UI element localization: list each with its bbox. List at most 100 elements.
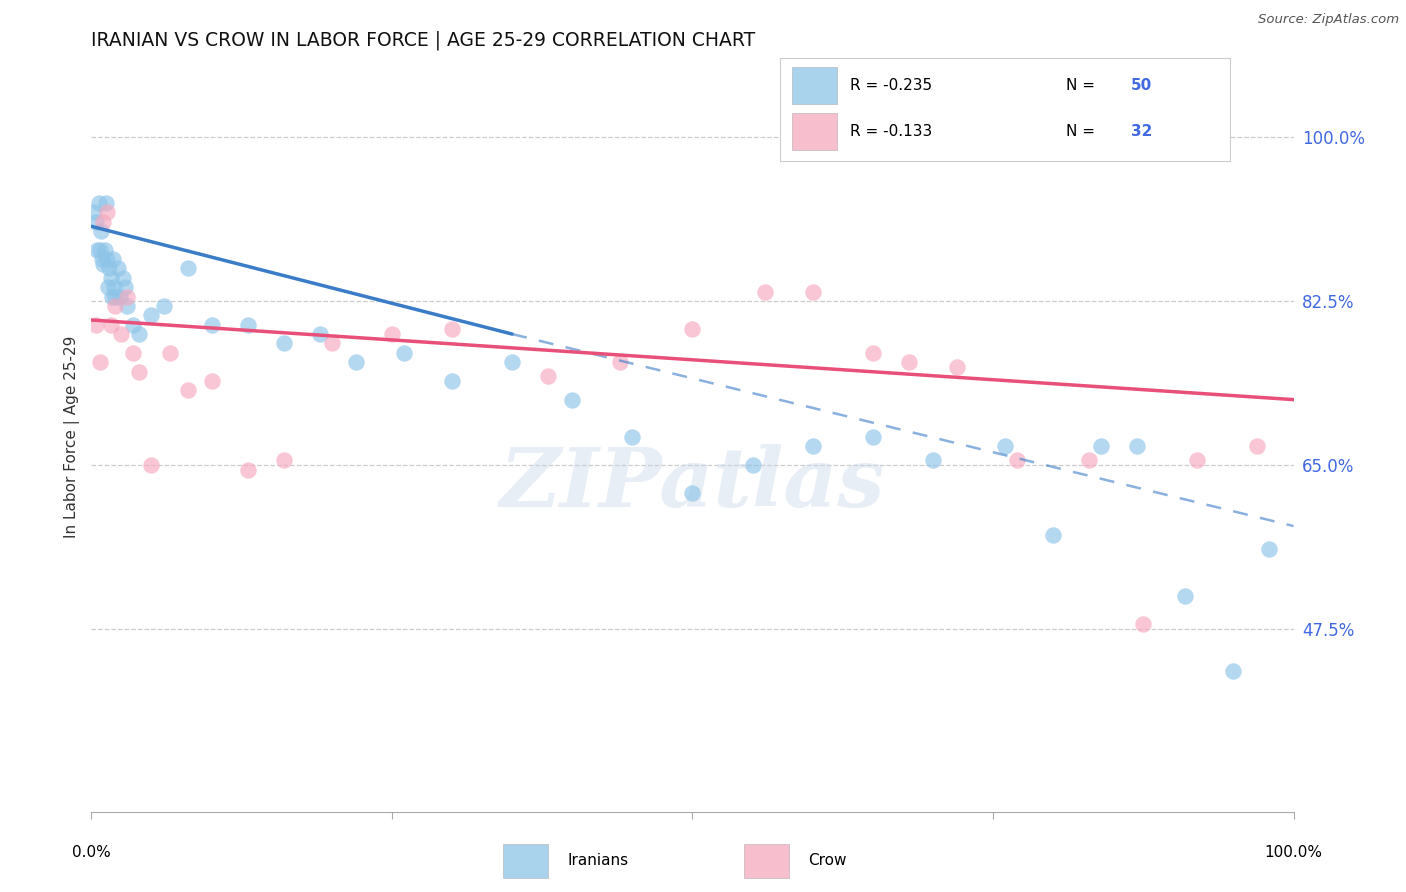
Point	[107, 261, 129, 276]
Point	[1126, 440, 1149, 454]
Point	[114, 280, 136, 294]
Point	[159, 345, 181, 359]
Point	[96, 205, 118, 219]
Point	[922, 453, 945, 467]
Point	[440, 322, 463, 336]
Text: Crow: Crow	[808, 854, 846, 868]
Point	[200, 318, 222, 332]
Point	[122, 345, 145, 359]
Point	[862, 345, 884, 359]
Text: ZIPatlas: ZIPatlas	[499, 444, 886, 524]
Point	[392, 345, 415, 359]
Point	[236, 318, 259, 332]
Point	[98, 261, 121, 276]
Point	[176, 384, 198, 398]
Point	[97, 280, 120, 294]
Point	[1078, 453, 1101, 467]
Text: N =: N =	[1066, 78, 1099, 93]
Point	[1090, 440, 1112, 454]
Point	[89, 243, 111, 257]
Point	[141, 458, 163, 473]
Point	[754, 285, 776, 299]
Point	[93, 257, 115, 271]
Point	[681, 486, 703, 500]
Point	[152, 299, 174, 313]
Point	[897, 355, 920, 369]
Point	[561, 392, 583, 407]
Text: N =: N =	[1066, 124, 1099, 139]
Point	[84, 318, 107, 332]
Point	[91, 252, 114, 266]
Point	[83, 205, 105, 219]
Point	[96, 252, 118, 266]
Point	[103, 280, 125, 294]
Point	[1258, 542, 1281, 557]
Point	[100, 271, 122, 285]
Point	[440, 374, 463, 388]
Point	[89, 355, 111, 369]
Point	[128, 365, 150, 379]
Point	[84, 215, 107, 229]
Point	[93, 215, 115, 229]
Point	[1132, 617, 1154, 632]
Point	[176, 261, 198, 276]
Point	[273, 453, 295, 467]
Point	[1246, 440, 1268, 454]
Point	[104, 289, 127, 303]
Point	[101, 252, 124, 266]
Y-axis label: In Labor Force | Age 25-29: In Labor Force | Age 25-29	[65, 336, 80, 538]
Text: R = -0.133: R = -0.133	[851, 124, 932, 139]
Text: 0.0%: 0.0%	[72, 845, 111, 860]
Text: R = -0.235: R = -0.235	[851, 78, 932, 93]
Point	[117, 299, 139, 313]
Point	[862, 430, 884, 444]
Point	[344, 355, 367, 369]
Text: Iranians: Iranians	[568, 854, 628, 868]
Point	[141, 309, 163, 323]
Point	[321, 336, 343, 351]
Point	[110, 289, 132, 303]
Point	[104, 299, 127, 313]
Point	[1005, 453, 1028, 467]
FancyBboxPatch shape	[503, 844, 547, 878]
FancyBboxPatch shape	[792, 67, 837, 104]
Point	[537, 369, 560, 384]
Point	[87, 195, 110, 210]
Point	[946, 359, 969, 374]
FancyBboxPatch shape	[792, 113, 837, 150]
Point	[128, 326, 150, 341]
Point	[100, 318, 122, 332]
Point	[1222, 664, 1244, 678]
Point	[110, 326, 132, 341]
Text: IRANIAN VS CROW IN LABOR FORCE | AGE 25-29 CORRELATION CHART: IRANIAN VS CROW IN LABOR FORCE | AGE 25-…	[91, 30, 755, 50]
Point	[501, 355, 523, 369]
Point	[801, 440, 824, 454]
Point	[681, 322, 703, 336]
Point	[111, 271, 134, 285]
Point	[90, 224, 112, 238]
Point	[1042, 528, 1064, 542]
Text: Source: ZipAtlas.com: Source: ZipAtlas.com	[1258, 13, 1399, 27]
Text: 32: 32	[1132, 124, 1153, 139]
Point	[1187, 453, 1209, 467]
FancyBboxPatch shape	[745, 844, 789, 878]
Point	[117, 289, 139, 303]
Point	[1174, 590, 1197, 604]
Point	[994, 440, 1017, 454]
Text: 50: 50	[1132, 78, 1153, 93]
Point	[93, 243, 115, 257]
Point	[101, 289, 124, 303]
Point	[94, 195, 117, 210]
Point	[86, 243, 108, 257]
Point	[122, 318, 145, 332]
Point	[236, 463, 259, 477]
Point	[609, 355, 631, 369]
Point	[741, 458, 763, 473]
Point	[273, 336, 295, 351]
Point	[801, 285, 824, 299]
Point	[308, 326, 330, 341]
Point	[381, 326, 404, 341]
Point	[200, 374, 222, 388]
Text: 100.0%: 100.0%	[1264, 845, 1323, 860]
Point	[621, 430, 644, 444]
